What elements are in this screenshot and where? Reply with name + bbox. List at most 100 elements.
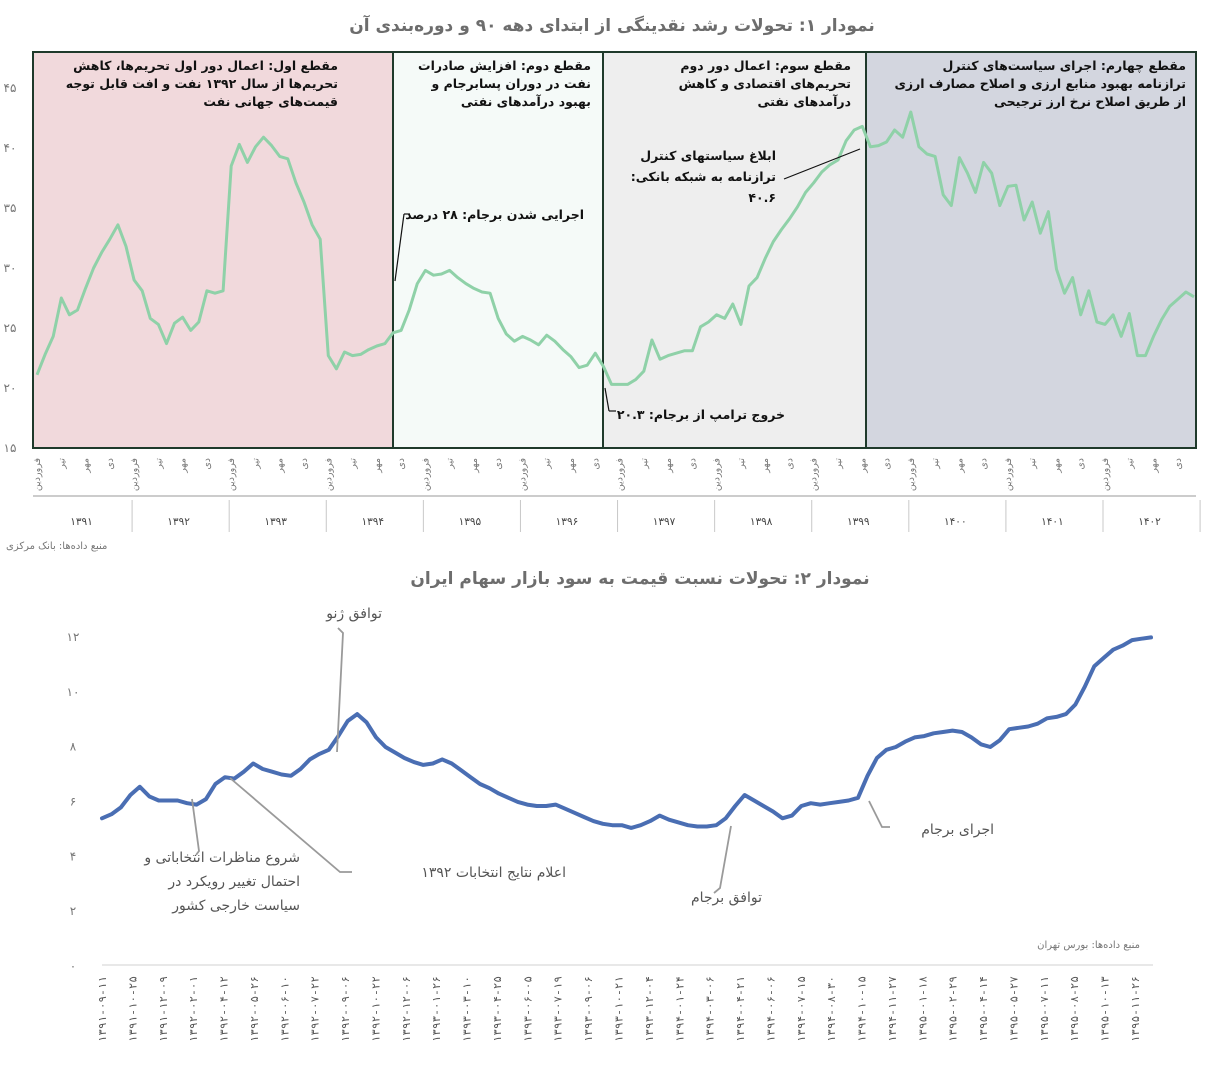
chart2-x-axis: ۱۳۹۱-۰۹-۱۱ ۱۳۹۱-۱۰-۲۵ ۱۳۹۱-۱۲-۰۹ ۱۳۹۲-۰۲-۰۱… bbox=[96, 964, 1153, 1042]
chart1-month-label: مهر bbox=[469, 458, 480, 474]
chart1-month-label: مهر bbox=[760, 458, 771, 474]
chart1-month-label: تیر bbox=[930, 458, 941, 470]
chart1-month-label: فروردین bbox=[129, 458, 140, 491]
chart1-month-label: دی bbox=[493, 458, 504, 470]
annotation-jcpoa-implementation-line: اجرای برجام bbox=[921, 822, 994, 838]
chart2-date-label: ۱۳۹۳-۱۲-۰۴ bbox=[643, 976, 656, 1042]
chart2-date-label: ۱۳۹۲-۰۹-۰۶ bbox=[339, 976, 352, 1042]
annotation-leader bbox=[394, 213, 405, 282]
segment-4-label-line: ترازنامه بهبود منابع ارزی و اصلاح مصارف … bbox=[894, 76, 1186, 91]
chart1-month-label: دی bbox=[299, 458, 310, 470]
chart1-month-label: تیر bbox=[250, 458, 261, 470]
chart2-y-tick: ۶ bbox=[70, 795, 76, 809]
chart1-month-label: دی bbox=[396, 458, 407, 470]
chart1-month-label: تیر bbox=[1027, 458, 1038, 470]
chart1-annotations: اجرایی شدن برجام: ۲۸ درصد خروج ترامپ از ب… bbox=[394, 148, 861, 423]
annotation-leader bbox=[229, 777, 352, 873]
annotation-jcpoa-implementation: اجرایی شدن برجام: ۲۸ درصد bbox=[405, 207, 584, 223]
annotation-balance-sheet-policy-line: ابلاغ سیاستهای کنترل bbox=[640, 148, 776, 163]
chart2-date-label: ۱۳۹۴-۰۴-۲۱ bbox=[734, 976, 747, 1042]
annotation-election-debates: شروع مناظرات انتخاباتی و احتمال تغییر روی… bbox=[143, 850, 300, 914]
chart1-month-label: دی bbox=[1076, 458, 1087, 470]
segment-2-label: مقطع دوم: افزایش صادرات نفت در دوران پساب… bbox=[418, 58, 591, 109]
annotation-election-debates-line: شروع مناظرات انتخاباتی و bbox=[143, 850, 300, 866]
chart2-date-label: ۱۳۹۵-۰۸-۲۵ bbox=[1068, 976, 1081, 1042]
chart1-segment-labels: مقطع اول: اعمال دور اول تحریم‌ها، کاهش تح… bbox=[66, 58, 1186, 109]
chart1-month-label: مهر bbox=[1051, 458, 1062, 474]
chart1-y-tick: ۳۰ bbox=[4, 261, 17, 275]
segment-2-label-line: مقطع دوم: افزایش صادرات bbox=[418, 58, 591, 74]
segment-1-band bbox=[32, 51, 394, 449]
chart1-year-label: ۱۳۹۳ bbox=[264, 516, 287, 528]
chart1-month-label: فروردین bbox=[1100, 458, 1111, 491]
chart2-date-label: ۱۳۹۳-۰۶-۰۵ bbox=[521, 976, 534, 1042]
chart1-month-label: فروردین bbox=[1003, 458, 1014, 491]
chart2-date-label: ۱۳۹۵-۰۷-۱۱ bbox=[1038, 976, 1051, 1042]
chart2-date-label: ۱۳۹۵-۰۲-۲۹ bbox=[947, 976, 960, 1042]
chart2-date-label: ۱۳۹۱-۱۰-۲۵ bbox=[126, 976, 139, 1042]
chart1-y-tick: ۴۰ bbox=[4, 141, 17, 155]
chart2-source: منبع داده‌ها: بورس تهران bbox=[1037, 940, 1140, 951]
chart1-month-label: فروردین bbox=[712, 458, 723, 491]
chart1-month-label: دی bbox=[105, 458, 116, 470]
chart2-date-label: ۱۳۹۵-۰۵-۲۷ bbox=[1007, 976, 1020, 1042]
annotation-jcpoa-implementation-line: اجرایی شدن برجام: ۲۸ درصد bbox=[405, 207, 584, 223]
chart1-x-axis: فروردین تیر مهر دی فروردین تیر مهر دی فروردین تیر… bbox=[32, 458, 1201, 532]
chart1-month-label: دی bbox=[979, 458, 990, 470]
chart2-date-label: ۱۳۹۲-۰۷-۲۲ bbox=[309, 976, 322, 1042]
chart1-source: منبع داده‌ها: بانک مرکزی bbox=[6, 541, 107, 552]
chart2-date-label: ۱۳۹۴-۰۷-۱۵ bbox=[795, 976, 808, 1042]
annotation-jcpoa-deal: توافق برجام bbox=[691, 890, 762, 906]
chart2-y-tick: ۱۲ bbox=[67, 630, 80, 644]
chart1-month-label: تیر bbox=[56, 458, 67, 470]
annotation-election-debates-line: احتمال تغییر رویکرد در bbox=[167, 874, 300, 890]
annotation-geneva-deal-line: توافق ژنو bbox=[325, 606, 382, 622]
chart1-month-label: فروردین bbox=[323, 458, 334, 491]
annotation-leader bbox=[713, 825, 732, 894]
chart1-month-label: مهر bbox=[372, 458, 383, 474]
segment-3-label-line: مقطع سوم: اعمال دور دوم bbox=[680, 58, 851, 74]
chart2-date-label: ۱۳۹۴-۰۱-۲۴ bbox=[673, 976, 686, 1042]
chart2-date-label: ۱۳۹۵-۱۱-۲۶ bbox=[1129, 976, 1142, 1042]
annotation-balance-sheet-policy: ابلاغ سیاستهای کنترل ترازنامه به شبکه بان… bbox=[631, 148, 776, 205]
segment-2-label-line: بهبود درآمدهای نفتی bbox=[461, 94, 591, 109]
annotation-jcpoa-implementation: اجرای برجام bbox=[921, 822, 994, 838]
chart1-segments bbox=[32, 51, 1197, 449]
chart1-y-tick: ۲۵ bbox=[4, 321, 17, 335]
chart1-month-label: مهر bbox=[954, 458, 965, 474]
chart1-month-label: تیر bbox=[153, 458, 164, 470]
chart1-month-label: تیر bbox=[833, 458, 844, 470]
chart1-year-label: ۱۳۹۷ bbox=[653, 516, 676, 528]
annotation-balance-sheet-policy-line: ۴۰.۶ bbox=[748, 190, 776, 205]
chart2-date-label: ۱۳۹۳-۰۴-۲۵ bbox=[491, 976, 504, 1042]
chart2-date-label: ۱۳۹۳-۰۳-۱۰ bbox=[461, 976, 474, 1042]
chart1-year-label: ۱۳۹۱ bbox=[70, 516, 93, 528]
segment-1-label-line: قیمت‌های جهانی نفت bbox=[203, 94, 338, 109]
annotation-election-results-line: اعلام نتایج انتخابات ۱۳۹۲ bbox=[421, 865, 566, 881]
segment-3-label-line: درآمدهای نفتی bbox=[758, 94, 851, 109]
annotation-election-results: اعلام نتایج انتخابات ۱۳۹۲ bbox=[421, 865, 566, 881]
chart1-y-tick: ۳۵ bbox=[4, 201, 17, 215]
chart1-y-tick: ۴۵ bbox=[4, 81, 17, 95]
chart1-month-label: فروردین bbox=[809, 458, 820, 491]
chart1-month-label: فروردین bbox=[615, 458, 626, 491]
chart1-month-label: دی bbox=[590, 458, 601, 470]
chart1-month-label: فروردین bbox=[517, 458, 528, 491]
chart1-month-label: مهر bbox=[178, 458, 189, 474]
chart2-y-tick: ۰ bbox=[70, 959, 76, 973]
segment-2-label-line: نفت در دوران پسابرجام و bbox=[431, 76, 592, 92]
chart1-y-tick: ۲۰ bbox=[4, 381, 17, 395]
chart1-month-label: تیر bbox=[1124, 458, 1135, 470]
chart2-date-label: ۱۳۹۵-۰۱-۱۸ bbox=[916, 976, 929, 1042]
chart2-date-label: ۱۳۹۵-۰۴-۱۴ bbox=[977, 976, 990, 1042]
chart2-date-label: ۱۳۹۲-۰۵-۲۶ bbox=[248, 976, 261, 1042]
chart2-date-label: ۱۳۹۴-۱۰-۱۵ bbox=[856, 976, 869, 1042]
chart1-year-label: ۱۳۹۲ bbox=[167, 516, 190, 528]
chart2-date-label: ۱۳۹۴-۰۳-۰۶ bbox=[704, 976, 717, 1042]
chart2-date-label: ۱۳۹۵-۱۰-۱۳ bbox=[1099, 976, 1112, 1042]
chart2-y-tick: ۸ bbox=[70, 740, 77, 754]
chart1-month-label: مهر bbox=[275, 458, 286, 474]
chart1-year-label: ۱۴۰۰ bbox=[944, 516, 967, 528]
chart1-year-label: ۱۳۹۵ bbox=[459, 516, 482, 528]
